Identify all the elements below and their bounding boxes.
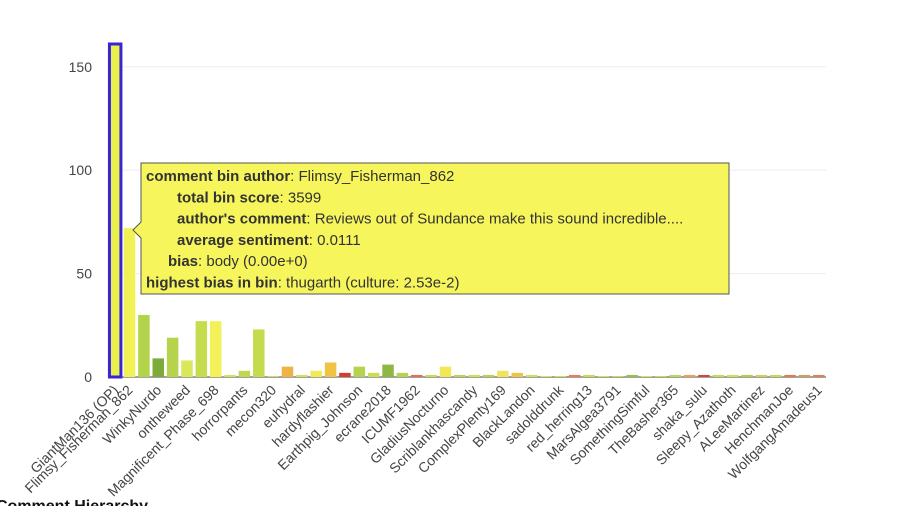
tooltip-line: author's comment: Reviews out of Sundanc… xyxy=(177,211,683,228)
bar xyxy=(123,228,136,377)
tooltip-box xyxy=(132,162,730,295)
tooltip-line: total bin score: 3599 xyxy=(177,189,321,206)
tooltip-key: total bin score xyxy=(177,189,280,206)
y-tick-label: 50 xyxy=(76,266,92,282)
bar xyxy=(107,42,123,379)
bar xyxy=(755,374,768,377)
tooltip-key: bias xyxy=(168,253,198,270)
bar xyxy=(568,374,581,377)
bar xyxy=(224,374,236,377)
bar xyxy=(152,358,165,377)
bar xyxy=(425,374,437,377)
bar xyxy=(597,375,610,377)
bar xyxy=(166,337,179,377)
bar xyxy=(382,364,394,377)
tooltip-value: : thugarth (culture: 2.53e-2) xyxy=(278,275,460,292)
bar xyxy=(267,375,279,377)
bar xyxy=(339,372,351,377)
bar xyxy=(769,374,782,377)
bar xyxy=(195,321,208,377)
tooltip-key: author's comment xyxy=(177,211,306,228)
bar xyxy=(554,375,567,377)
bar xyxy=(655,375,667,377)
tooltip-line: highest bias in bin: thugarth (culture: … xyxy=(146,275,459,292)
bar xyxy=(281,366,294,377)
bar xyxy=(454,374,466,377)
bar xyxy=(640,375,653,377)
bar xyxy=(612,375,624,377)
bar xyxy=(726,374,739,377)
tooltip-line: bias: body (0.00e+0) xyxy=(168,253,308,270)
bar xyxy=(209,321,222,377)
bar xyxy=(712,374,725,377)
bar xyxy=(784,374,796,377)
bar xyxy=(181,360,193,377)
tooltip-line: comment bin author: Flimsy_Fisherman_862 xyxy=(146,168,454,185)
bar xyxy=(410,374,423,377)
tooltip: comment bin author: Flimsy_Fisherman_862… xyxy=(132,162,730,295)
y-tick-label: 0 xyxy=(84,369,92,385)
bar xyxy=(798,374,811,377)
bar xyxy=(353,366,366,377)
bar xyxy=(540,375,552,377)
bar xyxy=(511,372,524,377)
bar xyxy=(813,374,825,377)
bar xyxy=(741,374,753,377)
tooltip-value: : Flimsy_Fisherman_862 xyxy=(290,168,454,185)
tooltip-key: comment bin author xyxy=(146,168,290,185)
y-tick-label: 150 xyxy=(69,59,93,75)
bar xyxy=(324,362,337,377)
bar xyxy=(439,366,452,377)
tooltip-value: : body (0.00e+0) xyxy=(198,253,308,270)
bar xyxy=(367,372,380,377)
bar xyxy=(296,374,308,377)
bar xyxy=(683,374,696,377)
y-tick-label: 100 xyxy=(69,162,93,178)
tooltip-value: : 3599 xyxy=(280,189,322,206)
tooltip-value: : Reviews out of Sundance make this soun… xyxy=(306,211,683,228)
bar xyxy=(468,374,480,377)
bar xyxy=(626,374,638,377)
bar xyxy=(583,374,595,377)
bar xyxy=(482,374,495,377)
bar xyxy=(253,329,265,377)
bar xyxy=(698,374,710,377)
bar xyxy=(138,314,150,377)
bar xyxy=(525,374,538,377)
section-title: Comment Hierarchy xyxy=(0,498,148,506)
bar xyxy=(497,370,509,377)
tooltip-value: : 0.0111 xyxy=(309,232,361,249)
bar xyxy=(310,370,322,377)
tooltip-key: average sentiment xyxy=(177,232,309,249)
bar xyxy=(396,372,409,377)
tooltip-line: average sentiment: 0.0111 xyxy=(177,232,361,249)
bar xyxy=(238,370,251,377)
tooltip-key: highest bias in bin xyxy=(146,275,278,292)
bar xyxy=(669,374,681,377)
